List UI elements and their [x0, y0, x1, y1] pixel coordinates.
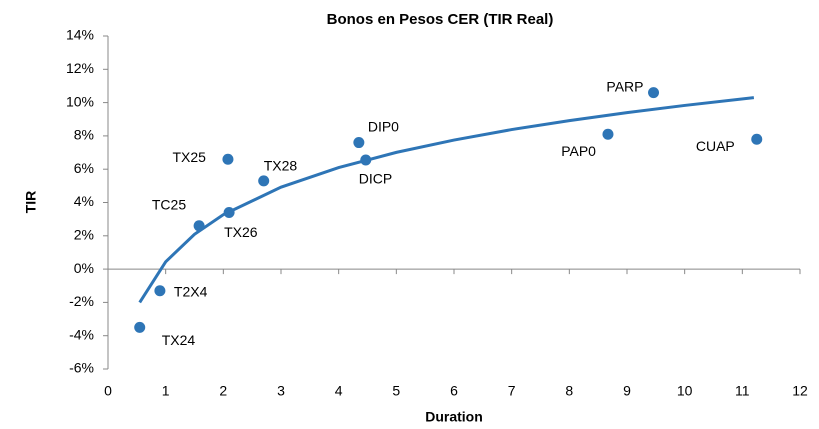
y-tick-label: -2% — [69, 293, 94, 309]
x-tick-label: 10 — [677, 383, 693, 399]
point-label: PAP0 — [561, 143, 596, 159]
y-tick-label: 14% — [66, 27, 94, 43]
y-axis-title: TIR — [23, 191, 39, 214]
y-tick-label: -6% — [69, 360, 94, 376]
x-tick-label: 3 — [277, 383, 285, 399]
y-tick-label: 2% — [74, 227, 94, 243]
y-tick-label: -4% — [69, 326, 94, 342]
y-tick-label: 8% — [74, 127, 94, 143]
y-tick-label: 10% — [66, 93, 94, 109]
data-point — [360, 154, 372, 166]
data-point — [222, 153, 234, 165]
data-point — [648, 87, 660, 99]
trend-line — [138, 96, 755, 304]
data-point — [223, 206, 235, 218]
x-tick-label: 8 — [565, 383, 573, 399]
point-label: TX25 — [172, 149, 206, 165]
data-point — [602, 128, 614, 140]
point-label: TX26 — [224, 224, 258, 240]
data-point — [154, 285, 166, 297]
x-tick-label: 6 — [450, 383, 458, 399]
y-tick-label: 12% — [66, 60, 94, 76]
data-point — [134, 321, 146, 333]
x-axis-title: Duration — [425, 409, 483, 425]
x-tick-label: 5 — [392, 383, 400, 399]
point-label: PARP — [606, 78, 643, 94]
data-point — [353, 137, 365, 149]
chart-title: Bonos en Pesos CER (TIR Real) — [327, 11, 554, 28]
point-label: TX24 — [162, 332, 196, 348]
x-tick-label: 9 — [623, 383, 631, 399]
x-tick-label: 12 — [792, 383, 808, 399]
data-point — [193, 220, 205, 232]
y-tick-label: 4% — [74, 193, 94, 209]
point-label: DIP0 — [368, 118, 399, 134]
data-point — [751, 133, 763, 145]
x-tick-label: 2 — [219, 383, 227, 399]
point-label: T2X4 — [174, 283, 208, 299]
point-label: TX28 — [264, 158, 298, 174]
point-label: TC25 — [152, 197, 186, 213]
y-tick-label: 6% — [74, 160, 94, 176]
x-tick-label: 4 — [335, 383, 343, 399]
x-tick-label: 11 — [735, 383, 750, 399]
point-label: DICP — [359, 171, 392, 187]
point-label: CUAP — [696, 138, 735, 154]
x-tick-label: 0 — [104, 383, 112, 399]
y-tick-label: 0% — [74, 260, 94, 276]
data-point — [258, 175, 270, 187]
x-tick-label: 1 — [162, 383, 170, 399]
x-tick-label: 7 — [508, 383, 516, 399]
